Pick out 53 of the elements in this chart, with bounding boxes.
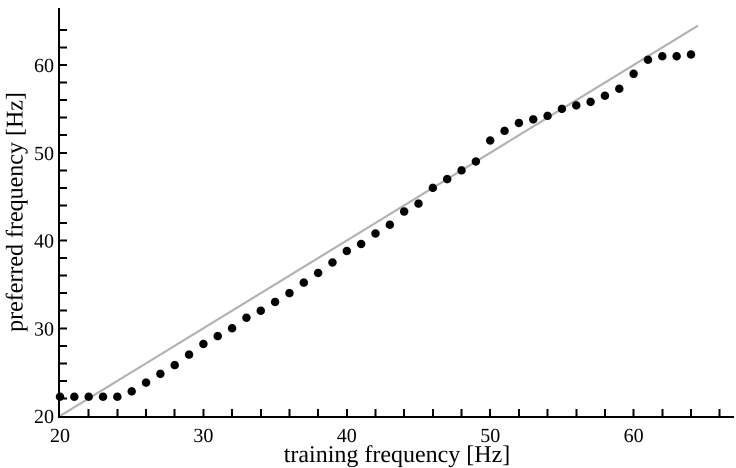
point: [600, 91, 610, 100]
x-tick-label: 60: [624, 425, 644, 447]
point: [615, 84, 624, 93]
point: [113, 392, 122, 401]
point: [328, 258, 337, 267]
point: [572, 101, 581, 110]
point: [514, 118, 524, 128]
point: [98, 392, 108, 401]
point: [528, 115, 538, 124]
point: [686, 50, 696, 59]
point: [84, 392, 93, 401]
point: [672, 52, 681, 61]
point: [386, 220, 394, 229]
y-tick-label: 60: [34, 55, 54, 78]
point: [127, 387, 136, 396]
point: [457, 166, 466, 175]
y-tick-label: 50: [34, 142, 54, 165]
point: [442, 174, 452, 184]
x-tick-label: 20: [50, 425, 70, 447]
point: [428, 184, 438, 192]
point: [285, 288, 294, 298]
point: [356, 240, 366, 248]
point: [558, 104, 566, 114]
point: [371, 229, 380, 238]
point: [342, 246, 352, 256]
y-axis-title: preferred frequency [Hz]: [2, 92, 29, 332]
point: [414, 199, 423, 208]
x-tick-label: 30: [193, 425, 214, 447]
y-tick-label: 20: [34, 406, 54, 428]
y-tick-label: 40: [34, 230, 54, 253]
point: [184, 350, 194, 359]
point: [586, 98, 595, 106]
point: [314, 268, 322, 278]
y-tick-label: 30: [34, 318, 54, 340]
point: [486, 136, 494, 145]
point: [199, 340, 208, 348]
point: [242, 313, 251, 322]
point: [256, 306, 266, 315]
point: [500, 126, 509, 136]
point: [270, 298, 280, 306]
point: [644, 56, 652, 64]
point: [658, 52, 667, 61]
point: [170, 360, 179, 370]
point: [300, 278, 308, 287]
point: [400, 207, 408, 216]
point: [70, 392, 79, 401]
point: [142, 378, 150, 387]
point: [543, 112, 552, 120]
point: [472, 157, 480, 166]
point: [228, 324, 236, 333]
point: [213, 332, 222, 340]
point: [156, 370, 165, 378]
point: [629, 70, 638, 78]
